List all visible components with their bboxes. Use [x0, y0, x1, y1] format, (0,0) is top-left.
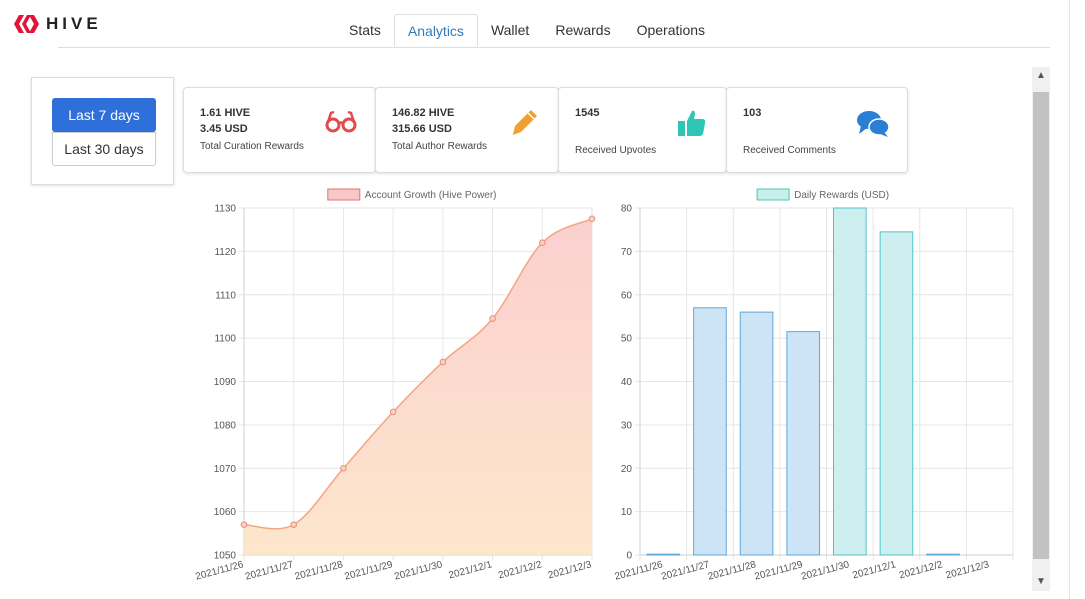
period-selector: Last 7 days Last 30 days: [31, 77, 174, 185]
curation-label: Total Curation Rewards: [200, 141, 304, 152]
scrollbar-thumb[interactable]: [1033, 92, 1049, 559]
last-30-days-button[interactable]: Last 30 days: [52, 132, 156, 166]
data-point: [340, 464, 347, 472]
daily-rewards-chart: Daily Rewards (USD) 0 10 20 30 40 50 60 70 80 2021…: [614, 188, 1014, 583]
comments-icon: [857, 111, 890, 137]
upvotes-label: Received Upvotes: [575, 145, 657, 156]
tab-stats[interactable]: Stats: [349, 22, 381, 38]
y-tick-label: 1080: [214, 420, 237, 431]
x-tick-label: 2021/11/30: [393, 559, 444, 583]
y-tick-label: 1060: [214, 507, 237, 518]
y-tick-label: 0: [626, 551, 632, 562]
y-tick-label: 60: [621, 290, 633, 301]
glasses-icon: [325, 110, 357, 133]
x-tick-label: 2021/12/1: [851, 559, 897, 581]
scroll-up-icon[interactable]: ▲: [1036, 70, 1046, 81]
curation-hive-value: 1.61 HIVE: [200, 107, 251, 119]
x-tick-label: 2021/12/3: [547, 559, 593, 581]
tab-rewards[interactable]: Rewards: [555, 22, 611, 38]
curation-rewards-card: 1.61 HIVE 3.45 USD Total Curation Reward…: [183, 87, 376, 173]
brand-name: HIVE: [46, 14, 102, 33]
data-point: [489, 315, 496, 322]
data-point: [389, 408, 397, 416]
x-tick-label: 2021/11/26: [614, 559, 665, 583]
x-tick-label: 2021/12/2: [898, 559, 944, 581]
bar: [739, 311, 774, 556]
data-point: [588, 215, 596, 223]
x-tick-label: 2021/11/27: [244, 559, 295, 583]
y-tick-label: 50: [621, 334, 633, 345]
author-hive-value: 146.82 HIVE: [392, 107, 455, 119]
data-point: [439, 358, 447, 366]
y-tick-label: 1090: [214, 377, 237, 388]
main-tabs: Stats Analytics Wallet Rewards Operation…: [336, 14, 718, 47]
bar: [879, 231, 914, 556]
window-edge: [1069, 0, 1070, 599]
y-tick-label: 1100: [214, 334, 236, 345]
y-tick-label: 1050: [214, 551, 237, 562]
account-growth-chart: Account Growth (Hive Power) 1050 1060 1070 1…: [194, 188, 596, 583]
comments-label: Received Comments: [743, 145, 836, 156]
data-point: [538, 239, 546, 247]
x-tick-label: 2021/11/29: [753, 559, 804, 583]
bar: [832, 207, 867, 556]
legend-swatch: [756, 188, 790, 201]
y-tick-label: 1120: [214, 247, 236, 258]
x-tick-label: 2021/11/28: [294, 559, 345, 583]
thumbs-up-icon: [678, 110, 706, 136]
author-label: Total Author Rewards: [392, 141, 488, 152]
chart-legend: Daily Rewards (USD): [756, 188, 889, 201]
curation-usd-value: 3.45 USD: [200, 123, 248, 135]
author-rewards-card: 146.82 HIVE 315.66 USD Total Author Rewa…: [375, 87, 559, 173]
tab-operations[interactable]: Operations: [636, 22, 706, 38]
x-tick-label: 2021/12/1: [448, 559, 494, 581]
x-tick-label: 2021/11/30: [800, 559, 851, 583]
vertical-scrollbar[interactable]: ▲ ▼: [1032, 67, 1050, 591]
legend-label: Account Growth (Hive Power): [365, 190, 497, 201]
x-tick-label: 2021/11/29: [343, 559, 394, 583]
data-point: [290, 521, 298, 528]
bar: [646, 553, 681, 556]
received-comments-card: 103 Received Comments: [726, 87, 908, 173]
y-tick-label: 30: [621, 420, 633, 431]
y-tick-label: 1070: [214, 464, 237, 475]
last-7-days-button[interactable]: Last 7 days: [52, 98, 156, 132]
y-tick-label: 1130: [214, 204, 236, 215]
y-tick-label: 1110: [215, 290, 236, 301]
y-tick-label: 20: [621, 464, 633, 475]
hive-logo[interactable]: HIVE: [14, 14, 102, 34]
bar: [786, 331, 821, 556]
comments-value: 103: [743, 107, 762, 119]
bar: [693, 307, 727, 556]
y-tick-label: 10: [621, 507, 633, 518]
x-tick-label: 2021/11/27: [660, 559, 711, 583]
tab-analytics[interactable]: Analytics: [393, 14, 478, 47]
y-tick-label: 70: [621, 247, 633, 258]
x-tick-label: 2021/12/2: [497, 559, 543, 581]
y-tick-label: 40: [621, 377, 633, 388]
legend-label: Daily Rewards (USD): [794, 190, 889, 201]
x-tick-label: 2021/12/3: [945, 559, 991, 581]
tab-divider: [58, 47, 1050, 48]
tab-wallet[interactable]: Wallet: [490, 22, 530, 38]
y-tick-label: 80: [621, 204, 633, 215]
received-upvotes-card: 1545 Received Upvotes: [558, 87, 727, 173]
x-tick-label: 2021/11/28: [707, 559, 758, 583]
scroll-down-icon[interactable]: ▼: [1036, 576, 1046, 587]
hive-logo-icon: [14, 15, 39, 33]
data-point: [240, 521, 248, 528]
legend-swatch: [327, 188, 361, 201]
chart-legend: Account Growth (Hive Power): [327, 188, 497, 201]
series-line: [243, 218, 593, 530]
x-tick-label: 2021/11/26: [194, 559, 245, 583]
author-usd-value: 315.66 USD: [392, 123, 452, 135]
bar: [926, 553, 960, 556]
pencil-icon: [513, 110, 537, 135]
upvotes-value: 1545: [575, 107, 600, 119]
